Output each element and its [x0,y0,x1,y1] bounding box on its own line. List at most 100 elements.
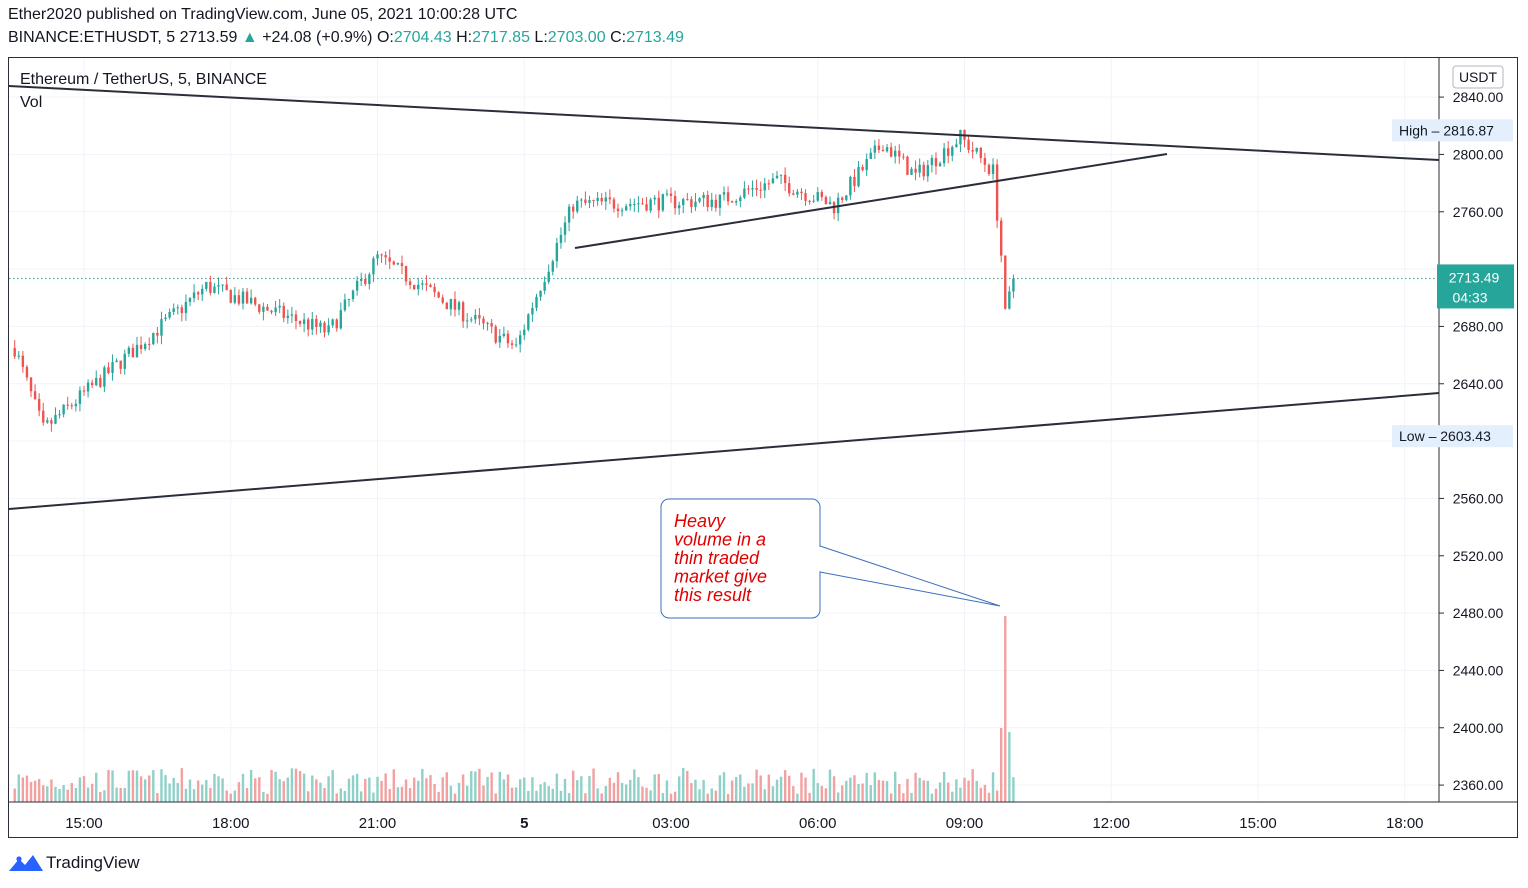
candle-body [233,295,237,303]
candle-body [1008,291,1011,309]
volume-bar [135,770,139,802]
candle-body [270,310,273,313]
volume-bar [156,793,159,802]
volume-bar [592,768,595,802]
time-tick-label: 18:00 [212,815,250,832]
candle-body [604,197,607,202]
candle-body [62,404,65,415]
volume-bar [975,780,978,802]
candle-body [808,200,811,202]
close-label: C: [610,29,627,46]
low-value: 2703.00 [547,29,606,46]
volume-bar [832,776,836,802]
low-marker-box [1392,425,1513,448]
volume-bar [991,772,995,802]
volume-bar [584,793,587,802]
volume-bar [107,770,110,802]
volume-bar [889,793,893,802]
volume-bar [836,792,840,802]
price-tick-label: 2800.00 [1453,146,1504,162]
candle-body [881,149,885,152]
candle-body [759,189,762,191]
volume-bar [600,793,603,802]
volume-bar [514,787,518,802]
volume-bar [70,782,73,802]
candle-body [143,344,147,349]
volume-bar [771,786,775,802]
volume-bar [690,783,693,802]
candle-body [788,183,791,194]
candle-body [510,343,514,345]
volume-bar [441,777,444,802]
candle-body [816,192,819,201]
price-tick-label: 2640.00 [1453,376,1504,392]
tradingview-logo[interactable]: TradingView [8,852,140,874]
volume-bar [816,783,819,802]
volume-bar [751,783,754,802]
volume-bar [205,779,208,802]
candle-body [139,344,143,349]
volume-bar [999,728,1003,802]
time-tick-label: 12:00 [1092,815,1130,832]
candle-body [751,187,754,190]
candle-body [983,158,987,165]
volume-bar [392,769,396,802]
volume-bar [286,777,290,802]
candle-body [258,304,261,312]
volume-bar [412,777,416,802]
volume-bar [201,784,204,802]
rising-support-line [574,153,1168,249]
volume-bar [645,787,648,802]
volume-bar [380,780,383,802]
candle-body [347,298,351,300]
volume-bar [796,793,799,802]
volume-bar [417,780,420,802]
candle-body [991,164,995,174]
candle-body [74,403,78,407]
time-tick-label: 15:00 [1239,815,1277,832]
candle-body [914,168,917,173]
volume-bar [245,788,249,802]
volume-bar [637,777,640,802]
volume-bar [624,784,628,802]
volume-bar [372,792,375,802]
volume-bar [518,779,522,802]
candle-body [323,322,326,333]
volume-bar [743,786,746,802]
candle-body [54,414,57,424]
volume-bar [282,781,285,802]
volume-bar [539,784,542,802]
candle-body [820,192,824,198]
candle-body [624,206,628,211]
candle-body [726,192,730,202]
candle-body [514,344,518,346]
volume-bar [58,788,61,802]
candle-body [971,150,974,152]
candle-body [412,285,416,290]
symbol-label: BINANCE:ETHUSDT, 5 [8,29,176,46]
candle-body [877,145,881,150]
candle-body [66,404,69,406]
volume-bar [804,777,807,802]
volume-bar [50,779,53,802]
candle-body [889,147,893,157]
candle-body [482,318,485,324]
volume-bar [987,792,991,802]
low-label: L: [534,29,548,46]
volume-bar [983,784,987,802]
candle-body [294,314,298,322]
candle-body [17,355,20,357]
price-tick-label: 2560.00 [1453,490,1504,506]
candle-body [119,360,122,369]
volume-bar [726,793,730,802]
volume-bar [792,786,795,802]
volume-bar [66,789,69,802]
candle-body [278,305,281,308]
volume-bar [490,772,493,802]
pane-title: Ethereum / TetherUS, 5, BINANCE [20,71,267,88]
volume-bar [963,777,966,802]
volume-bar [95,772,98,802]
candle-body [1012,278,1015,292]
volume-bar [54,786,57,802]
